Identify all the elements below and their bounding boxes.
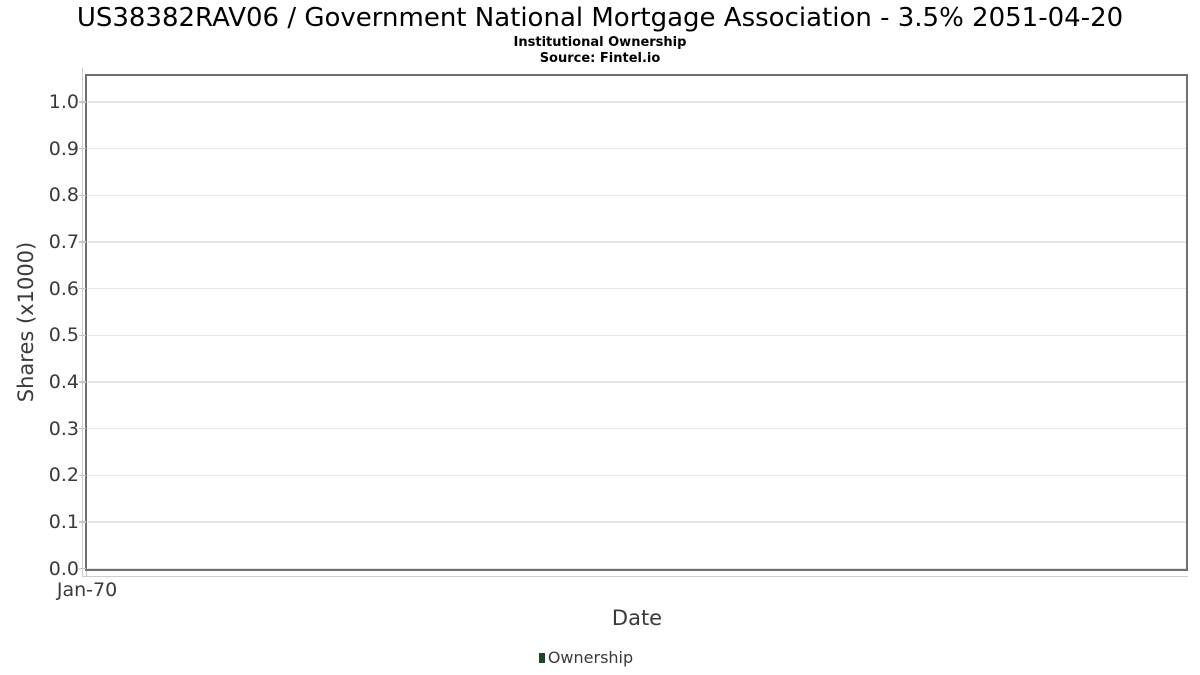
- y-tick-mark: [79, 334, 86, 337]
- y-tick-mark: [79, 427, 86, 430]
- plot-area: [85, 74, 1188, 571]
- y-tick-label: 0.0: [48, 557, 79, 580]
- x-axis-line: [82, 575, 1188, 578]
- gridline: [88, 334, 1186, 337]
- gridline: [88, 101, 1186, 103]
- legend-items: Ownership: [538, 648, 634, 668]
- legend-swatch-icon: [538, 653, 545, 663]
- legend-label: Ownership: [547, 648, 634, 667]
- gridline: [88, 194, 1186, 197]
- x-tick-label: Jan-70: [56, 579, 118, 601]
- y-tick-label: 0.5: [48, 324, 79, 347]
- chart-title: US38382RAV06 / Government National Mortg…: [76, 3, 1124, 33]
- y-tick-mark: [79, 147, 86, 150]
- y-tick-mark: [79, 521, 86, 523]
- y-tick-label: 0.9: [48, 137, 79, 160]
- x-tick-mark: [85, 571, 88, 577]
- y-tick-mark: [79, 241, 86, 243]
- chart-subtitle: Institutional Ownership: [513, 35, 687, 50]
- legend-item-ownership[interactable]: Ownership: [538, 648, 634, 668]
- legend: Ownership: [0, 648, 1200, 668]
- chart-source-label: Source: Fintel.io: [539, 51, 661, 66]
- y-tick-mark: [79, 567, 86, 570]
- y-tick-label: 0.3: [48, 417, 79, 440]
- y-axis-line: [81, 68, 84, 577]
- y-tick-mark: [79, 101, 86, 103]
- gridline: [88, 567, 1186, 570]
- y-tick-label: 0.4: [48, 371, 79, 394]
- y-tick-label: 1.0: [48, 91, 79, 113]
- y-tick-label: 0.1: [48, 511, 79, 534]
- gridline: [88, 427, 1186, 430]
- gridline: [88, 521, 1186, 523]
- gridline: [88, 474, 1186, 477]
- y-tick-mark: [79, 474, 86, 477]
- y-tick-label: 0.2: [48, 464, 79, 487]
- y-tick-label: 0.6: [48, 277, 79, 300]
- y-tick-mark: [79, 287, 86, 290]
- gridline: [88, 241, 1186, 243]
- y-tick-label: 0.7: [48, 231, 79, 253]
- gridline: [88, 381, 1186, 383]
- gridline: [88, 147, 1186, 150]
- y-axis-title: Shares (x1000): [14, 241, 38, 403]
- y-tick-mark: [79, 381, 86, 383]
- y-tick-label: 0.8: [48, 184, 79, 207]
- gridline: [88, 287, 1186, 290]
- x-axis-title: Date: [611, 606, 663, 630]
- y-tick-mark: [79, 194, 86, 197]
